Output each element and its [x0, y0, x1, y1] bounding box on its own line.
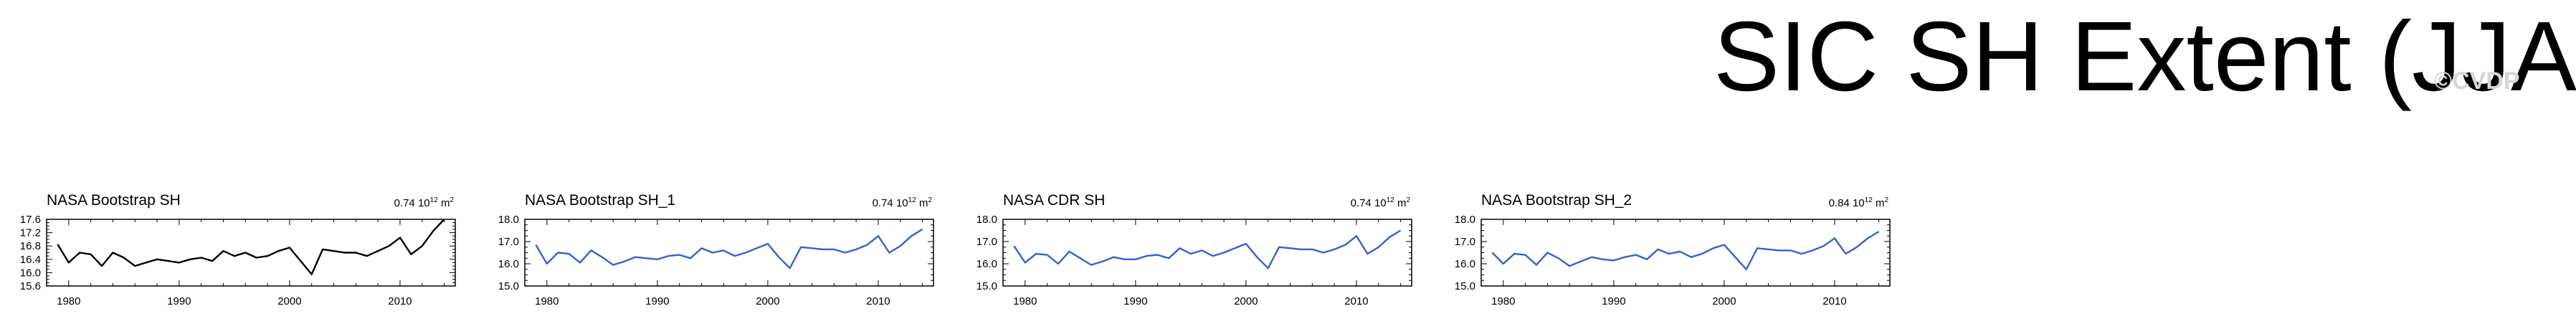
stat-unit-exp: 2: [1406, 196, 1410, 204]
stat-unit-exp: 2: [450, 196, 454, 204]
chart-svg: 1980 1990 2000 2010 15.0 16.0 17.0 18.0: [976, 214, 1412, 307]
x-tick-label: 2000: [756, 295, 779, 307]
panel-title: NASA Bootstrap SH: [47, 192, 181, 209]
stat-unit-exp: 2: [928, 196, 932, 204]
chart-panel-4: NASA Bootstrap SH_2 0.84 1012 m2 1980 199…: [1445, 185, 1904, 321]
y-tick-label: 16.0: [976, 258, 997, 270]
panel-title: NASA Bootstrap SH_2: [1481, 192, 1632, 209]
stat-value: 0.74: [394, 197, 415, 209]
chart-panel-3: NASA CDR SH 0.74 1012 m2 1980 1990 2000 201…: [967, 185, 1426, 321]
x-tick-label: 1990: [167, 295, 191, 307]
x-tick-label: 2000: [1712, 295, 1736, 307]
y-tick-label: 17.6: [20, 214, 41, 226]
stat-exponent: 12: [1864, 196, 1873, 204]
x-tick-label: 1990: [1123, 295, 1147, 307]
y-tick-label: 16.0: [498, 258, 519, 270]
y-tick-label: 17.0: [1455, 236, 1475, 248]
panel-title: NASA Bootstrap SH_1: [525, 192, 676, 209]
y-tick-label: 17.0: [976, 236, 997, 248]
page-title: SIC SH Extent (JJA): [1714, 1, 2576, 112]
chart-svg: 1980 1990 2000 2010 15.616.016.4 16.817.217.6: [20, 214, 456, 307]
watermark: ©CVDP: [2434, 67, 2520, 95]
stat-value: 0.74: [872, 197, 893, 209]
y-tick-label: 17.0: [498, 236, 519, 248]
y-tick-label: 16.4: [20, 254, 41, 266]
stat-base: 10: [895, 197, 908, 209]
plot-frame: [46, 219, 456, 287]
x-tick-label: 1980: [1013, 295, 1037, 307]
stat-exponent: 12: [1386, 196, 1394, 204]
stat-unit: m: [918, 197, 928, 209]
x-tick-label: 2010: [388, 295, 412, 307]
panel-title: NASA CDR SH: [1003, 192, 1106, 209]
stat-base: 10: [1852, 197, 1865, 209]
panel-stat: 0.74 1012 m2: [394, 196, 454, 209]
stat-base: 10: [417, 197, 430, 209]
chart-panel-2: NASA Bootstrap SH_1 0.74 1012 m2 1980 199…: [489, 185, 948, 321]
x-tick-label: 1990: [645, 295, 669, 307]
stat-value: 0.74: [1350, 197, 1372, 209]
y-tick-label: 15.6: [20, 280, 41, 292]
chart-svg: 1980 1990 2000 2010 15.0 16.0 17.0 18.0: [498, 214, 934, 307]
chart-svg: 1980 1990 2000 2010 15.0 16.0 17.0 18.0: [1455, 214, 1891, 307]
x-tick-label: 1980: [57, 295, 80, 307]
x-tick-label: 2000: [277, 295, 301, 307]
y-tick-label: 17.2: [20, 227, 41, 239]
y-tick-label: 15.0: [498, 280, 519, 292]
stat-unit: m: [440, 197, 450, 209]
stat-base: 10: [1374, 197, 1387, 209]
stat-unit: m: [1875, 197, 1885, 209]
y-tick-label: 18.0: [1455, 214, 1475, 226]
stat-unit: m: [1397, 197, 1407, 209]
x-tick-label: 2010: [866, 295, 890, 307]
panel-stat: 0.74 1012 m2: [1351, 196, 1410, 209]
y-tick-label: 18.0: [498, 214, 519, 226]
series-line: [1491, 231, 1880, 271]
panel-stat: 0.84 1012 m2: [1829, 196, 1888, 209]
chart-panel-1: NASA Bootstrap SH 0.74 1012 m2 1980 1990 2…: [11, 185, 470, 321]
panel-stat: 0.74 1012 m2: [873, 196, 932, 209]
stat-exponent: 12: [908, 196, 916, 204]
x-tick-label: 1980: [535, 295, 559, 307]
y-tick-label: 15.0: [1455, 280, 1475, 292]
y-tick-label: 16.8: [20, 240, 41, 252]
series-line: [1013, 229, 1402, 269]
y-tick-label: 16.0: [20, 267, 41, 279]
series-line: [57, 219, 445, 275]
stat-exponent: 12: [429, 196, 438, 204]
stat-unit-exp: 2: [1884, 196, 1888, 204]
x-tick-label: 2000: [1234, 295, 1258, 307]
stat-value: 0.84: [1828, 197, 1850, 209]
y-tick-label: 18.0: [976, 214, 997, 226]
x-tick-label: 1990: [1602, 295, 1625, 307]
plot-frame: [1481, 219, 1891, 287]
y-tick-label: 15.0: [976, 280, 997, 292]
x-tick-label: 2010: [1822, 295, 1846, 307]
series-line: [535, 228, 923, 269]
x-tick-label: 1980: [1491, 295, 1515, 307]
x-tick-label: 2010: [1344, 295, 1368, 307]
y-tick-label: 16.0: [1455, 258, 1475, 270]
